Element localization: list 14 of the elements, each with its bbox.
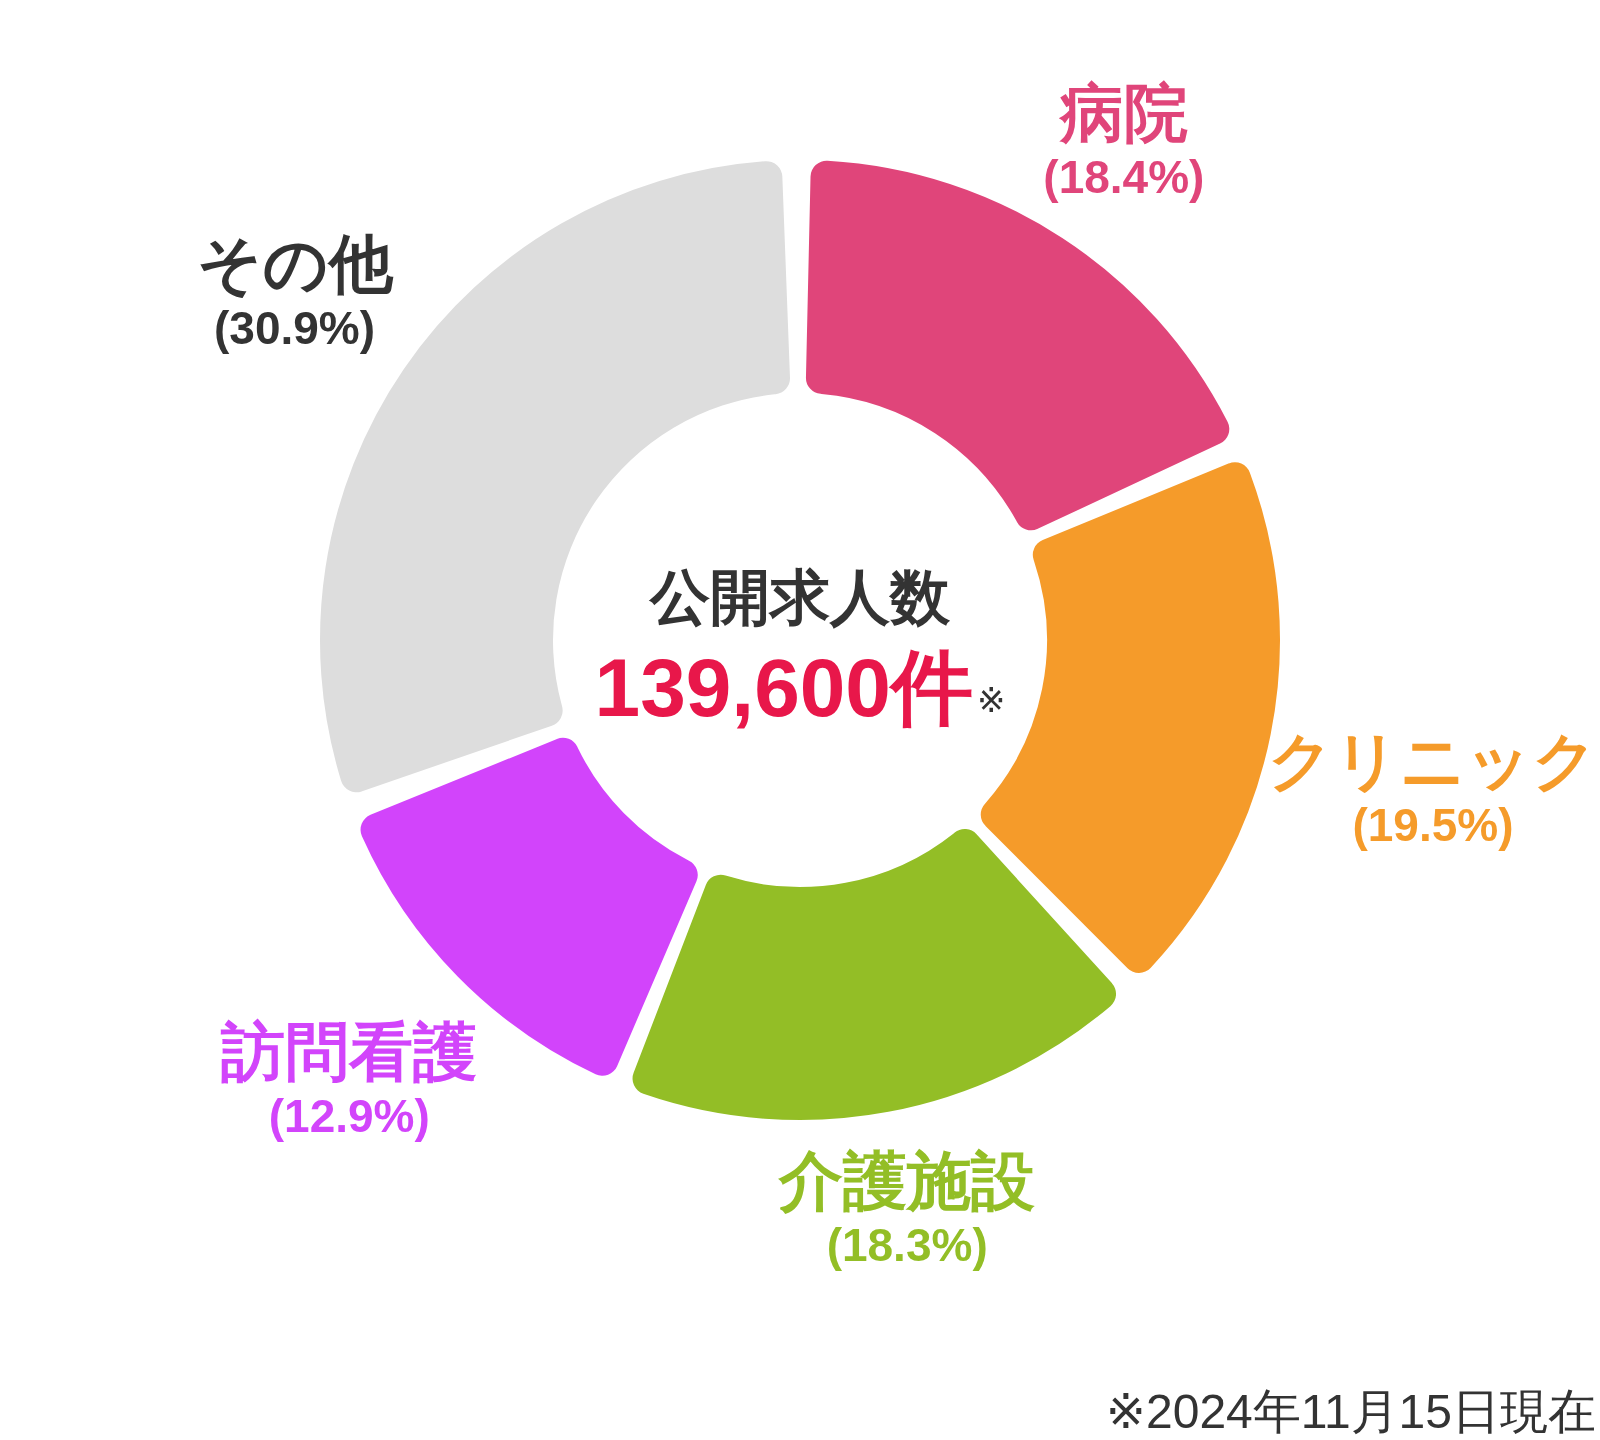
slice-label: 訪問看護 bbox=[220, 1015, 478, 1088]
slice-label: 病院 bbox=[1057, 77, 1188, 150]
data-label: (12.9%) bbox=[268, 1089, 430, 1142]
text: 公開求人数 bbox=[648, 564, 951, 631]
text: 139,600件 bbox=[594, 642, 973, 733]
data-label: (18.4%) bbox=[1043, 151, 1205, 204]
slice-label: クリニック bbox=[1268, 725, 1598, 798]
text: ※2024年11月15日現在 bbox=[1105, 1385, 1596, 1438]
data-label: (19.5%) bbox=[1352, 799, 1514, 852]
data-label: (30.9%) bbox=[214, 301, 376, 354]
slice-label: 介護施設 bbox=[778, 1145, 1036, 1218]
data-label: (18.3%) bbox=[826, 1219, 988, 1272]
slice-label: その他 bbox=[196, 227, 394, 300]
text: ※ bbox=[976, 681, 1006, 719]
